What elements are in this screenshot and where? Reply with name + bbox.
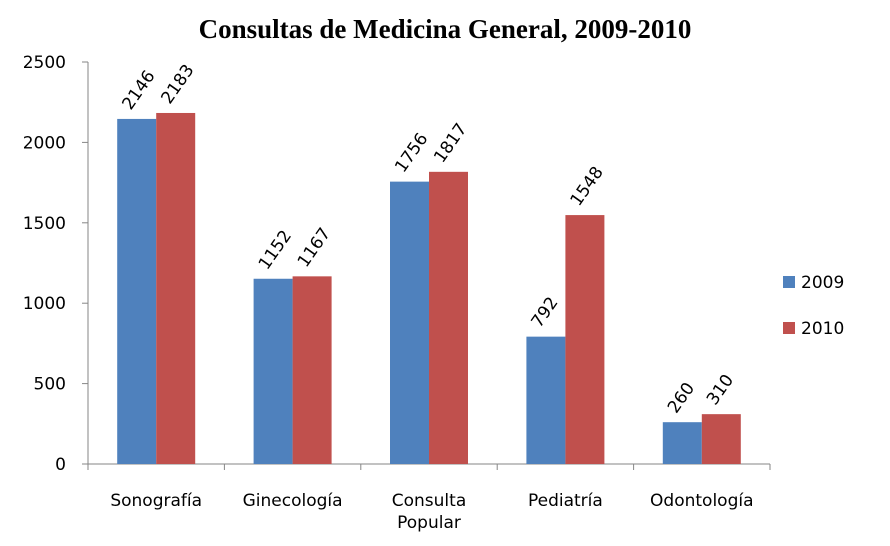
bar (429, 171, 468, 464)
bar (253, 278, 293, 464)
y-tick-label: 2000 (23, 133, 66, 153)
legend-swatch (783, 322, 795, 334)
bar (156, 112, 196, 464)
legend-label: 2010 (801, 319, 844, 339)
bar (292, 276, 332, 464)
data-label: 792 (528, 293, 563, 331)
x-tick-label: Pediatría (527, 491, 603, 511)
data-label: 1167 (294, 224, 335, 271)
data-label: 2183 (157, 61, 198, 108)
x-tick-label: Ginecología (242, 491, 343, 511)
chart-title: Consultas de Medicina General, 2009-2010 (199, 14, 692, 44)
bar (117, 118, 157, 464)
data-label: 1756 (391, 130, 432, 177)
legend-swatch (783, 276, 795, 288)
y-tick-label: 1000 (23, 294, 66, 314)
y-tick-label: 2500 (23, 53, 66, 73)
legend-label: 2009 (801, 273, 844, 293)
bar (662, 422, 702, 464)
bar (526, 336, 566, 464)
x-tick-label: Consulta Popular (391, 491, 467, 533)
data-label: 310 (703, 371, 738, 409)
data-label: 260 (664, 379, 699, 417)
y-tick-label: 0 (55, 455, 66, 475)
bar (390, 181, 429, 464)
y-tick-label: 500 (34, 375, 66, 395)
data-label: 1817 (430, 120, 471, 167)
bar (701, 414, 741, 464)
data-label: 2146 (118, 67, 159, 114)
data-label: 1548 (567, 163, 608, 210)
x-tick-label: Odontología (650, 491, 754, 511)
x-tick-label: Sonografía (110, 491, 203, 511)
y-tick-label: 1500 (23, 214, 66, 234)
bar (565, 215, 605, 464)
data-label: 1152 (255, 227, 296, 274)
